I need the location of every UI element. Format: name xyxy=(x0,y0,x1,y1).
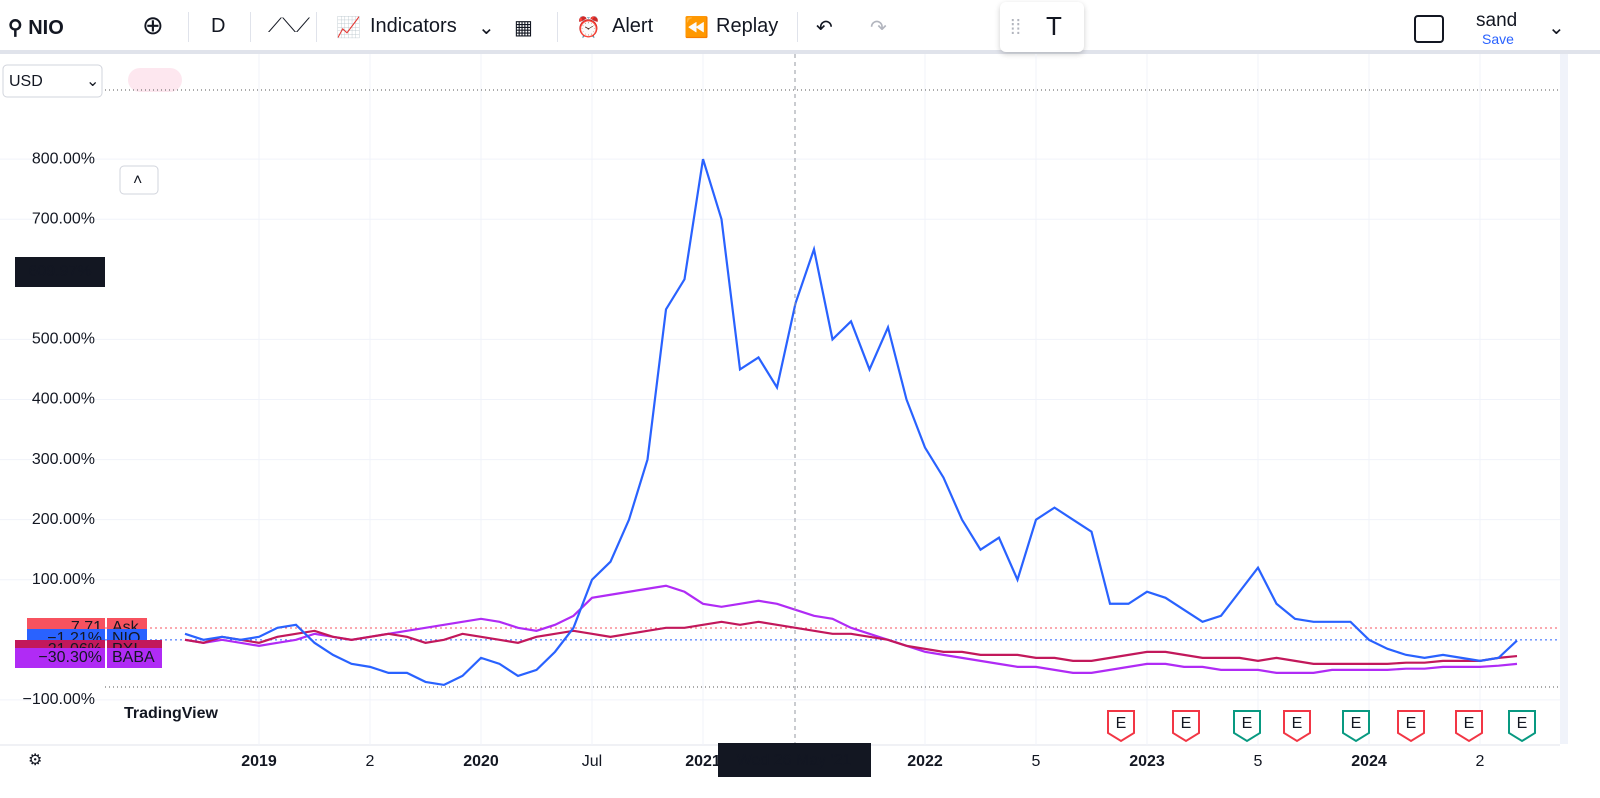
x-tick-label: 2019 xyxy=(241,753,277,770)
tag-value-box xyxy=(15,648,105,668)
x-tick-label: 5 xyxy=(1254,753,1263,770)
undo[interactable]: ↶ xyxy=(816,17,833,39)
symbol-search[interactable]: ⚲ NIO xyxy=(8,17,64,39)
collapse[interactable] xyxy=(119,165,159,195)
redo[interactable]: ↷ xyxy=(870,17,887,39)
chart: USD ⌄ ˄ ⚙ TradingView −100.00% 100.00% 200… xyxy=(0,54,1568,777)
separator xyxy=(250,12,251,42)
earnings-label: E xyxy=(1464,715,1475,732)
x-tick-label: 2 xyxy=(366,753,375,770)
earnings-flag xyxy=(1342,710,1370,743)
crosshair-price-box xyxy=(15,257,105,287)
series-line xyxy=(184,158,1518,687)
y-tick-label: 500.00% xyxy=(32,331,95,348)
toolbar: ⚲ NIO ⊕ D ⟋⟍⟋ 📈 Indicators ⌄ ▦ ⏰ Alert ⏪… xyxy=(0,0,1600,54)
save[interactable]: Save xyxy=(1482,31,1514,47)
chart-type[interactable]: ⟋⟍⟋ xyxy=(268,15,310,37)
fullscreen[interactable] xyxy=(1414,15,1444,43)
x-tick-label: 5 xyxy=(1032,753,1041,770)
replay-icon[interactable]: ⏪ xyxy=(684,17,709,39)
earnings-flag xyxy=(1172,710,1200,743)
caret: ⌄ xyxy=(86,73,99,90)
x-tick-label: Jul xyxy=(582,753,602,770)
session-badge xyxy=(128,68,182,92)
y-tick-label: 800.00% xyxy=(32,150,95,167)
earnings-flag xyxy=(1508,710,1536,743)
currency-select[interactable] xyxy=(2,64,103,98)
earnings-flag xyxy=(1397,710,1425,743)
earnings-label: E xyxy=(1116,715,1127,732)
text-tool[interactable]: ⁞⁞ T xyxy=(1000,2,1084,52)
earnings-label: E xyxy=(1517,715,1528,732)
alert[interactable]: Alert xyxy=(612,15,654,37)
interval[interactable]: D xyxy=(211,15,226,37)
x-tick-label: 2020 xyxy=(463,753,499,770)
earnings-flag xyxy=(1107,710,1135,743)
separator xyxy=(188,12,189,42)
crosshair-date: Wed 26 May '21 xyxy=(737,752,852,769)
earnings-label: E xyxy=(1406,715,1417,732)
earnings-flag xyxy=(1233,710,1261,743)
layout-name[interactable]: sand xyxy=(1476,10,1518,31)
dropdown[interactable]: ⌄ xyxy=(478,17,495,39)
tag-name-box xyxy=(107,648,162,668)
symbol[interactable]: NIO xyxy=(28,17,64,39)
x-tick-label: 2021 xyxy=(685,753,721,770)
x-tick-label: 2022 xyxy=(907,753,943,770)
series-line xyxy=(184,620,1518,665)
earnings-label: E xyxy=(1351,715,1362,732)
watermark: TradingView xyxy=(124,705,219,722)
y-tick-label: 700.00% xyxy=(32,210,95,227)
x-tick-label: 2 xyxy=(1476,753,1485,770)
replay[interactable]: Replay xyxy=(716,15,779,37)
tag-name: BABA xyxy=(112,649,155,666)
scrollbar xyxy=(1560,54,1568,744)
indicators-icon[interactable]: 📈 xyxy=(336,17,361,39)
y-tick-label: −100.00% xyxy=(22,691,95,708)
y-tick-label: 200.00% xyxy=(32,511,95,528)
settings[interactable]: ⚙ xyxy=(28,752,42,769)
x-tick-label: 2023 xyxy=(1129,753,1165,770)
x-tick-label: 2024 xyxy=(1351,753,1387,770)
earnings-label: E xyxy=(1181,715,1192,732)
collapse-icon[interactable]: ˄ xyxy=(133,172,142,189)
earnings-label: E xyxy=(1242,715,1253,732)
indicators[interactable]: Indicators xyxy=(370,15,457,37)
separator xyxy=(316,12,317,42)
earnings-flag xyxy=(1283,710,1311,743)
tag-value: −30.30% xyxy=(38,649,102,666)
separator xyxy=(557,12,558,42)
y-tick-label: 300.00% xyxy=(32,451,95,468)
alert-icon[interactable]: ⏰ xyxy=(576,17,601,39)
separator xyxy=(797,12,798,42)
currency[interactable]: USD xyxy=(9,73,43,90)
earnings-flag xyxy=(1455,710,1483,743)
layouts[interactable]: ▦ xyxy=(514,17,533,39)
series-line xyxy=(184,584,1518,674)
add-symbol[interactable]: ⊕ xyxy=(142,10,164,40)
crosshair-date-box xyxy=(718,743,871,777)
earnings-label: E xyxy=(1292,715,1303,732)
y-tick-label: 400.00% xyxy=(32,391,95,408)
crosshair-price: 609.97% xyxy=(28,263,91,280)
y-tick-label: 100.00% xyxy=(32,571,95,588)
more[interactable]: ⌄ xyxy=(1548,17,1565,39)
